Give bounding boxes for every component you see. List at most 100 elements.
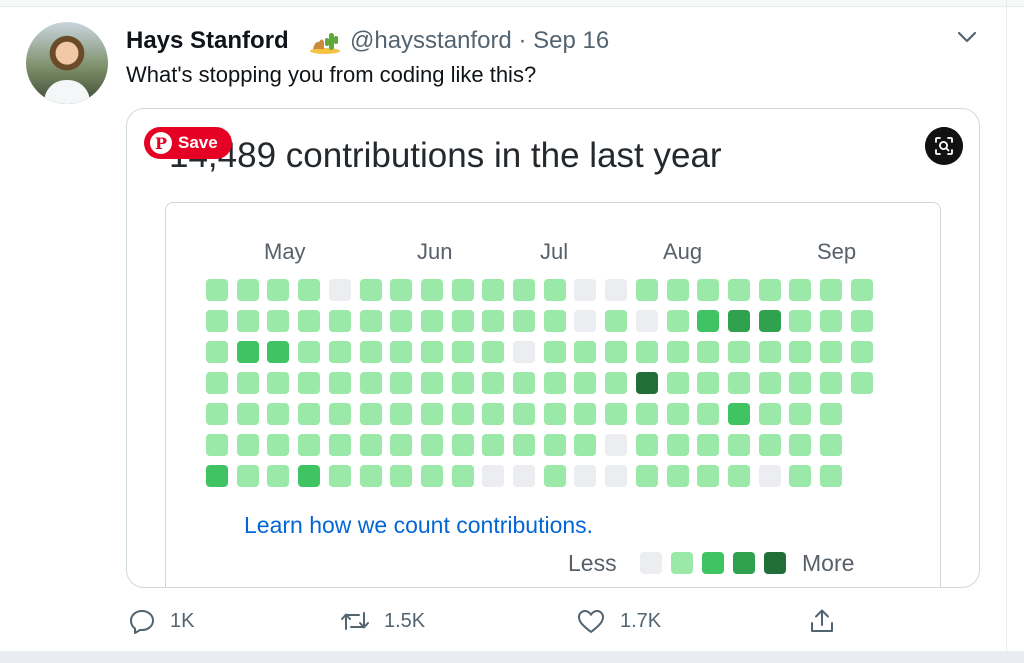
contribution-cell[interactable] bbox=[420, 341, 443, 363]
contribution-cell[interactable] bbox=[359, 310, 382, 332]
contribution-cell[interactable] bbox=[513, 434, 535, 456]
contribution-cell[interactable] bbox=[605, 434, 628, 456]
contribution-cell[interactable] bbox=[328, 279, 351, 301]
contribution-cell[interactable] bbox=[328, 434, 351, 456]
contribution-cell[interactable] bbox=[758, 372, 781, 394]
contribution-cell[interactable] bbox=[267, 341, 290, 363]
contribution-cell[interactable] bbox=[298, 434, 321, 456]
contribution-cell[interactable] bbox=[850, 341, 873, 363]
contribution-cell[interactable] bbox=[328, 403, 351, 425]
contribution-cell[interactable] bbox=[758, 279, 781, 301]
contribution-cell[interactable] bbox=[543, 372, 566, 394]
contribution-cell[interactable] bbox=[482, 465, 505, 487]
pinterest-save-button[interactable]: P Save bbox=[144, 127, 232, 159]
contribution-cell[interactable] bbox=[206, 372, 228, 394]
contribution-cell[interactable] bbox=[298, 310, 321, 332]
contribution-cell[interactable] bbox=[267, 310, 290, 332]
contribution-cell[interactable] bbox=[758, 341, 781, 363]
contribution-cell[interactable] bbox=[482, 372, 505, 394]
contribution-cell[interactable] bbox=[420, 310, 443, 332]
contribution-cell[interactable] bbox=[390, 341, 413, 363]
contribution-cell[interactable] bbox=[666, 372, 689, 394]
contribution-cell[interactable] bbox=[789, 310, 812, 332]
contribution-cell[interactable] bbox=[727, 372, 750, 394]
contribution-cell[interactable] bbox=[543, 403, 566, 425]
contribution-cell[interactable] bbox=[697, 372, 720, 394]
contribution-cell[interactable] bbox=[605, 279, 628, 301]
contribution-cell[interactable] bbox=[543, 465, 566, 487]
contribution-cell[interactable] bbox=[850, 310, 873, 332]
contribution-cell[interactable] bbox=[727, 279, 750, 301]
contribution-cell[interactable] bbox=[482, 403, 505, 425]
share-button[interactable] bbox=[808, 607, 836, 635]
contribution-cell[interactable] bbox=[605, 310, 628, 332]
contribution-cell[interactable] bbox=[635, 434, 658, 456]
contribution-cell[interactable] bbox=[451, 341, 474, 363]
contribution-cell[interactable] bbox=[359, 279, 382, 301]
contribution-cell[interactable] bbox=[451, 434, 474, 456]
contribution-cell[interactable] bbox=[605, 372, 628, 394]
contribution-cell[interactable] bbox=[420, 372, 443, 394]
contribution-cell[interactable] bbox=[298, 403, 321, 425]
chevron-down-icon[interactable] bbox=[956, 28, 978, 46]
contribution-cell[interactable] bbox=[451, 310, 474, 332]
contribution-cell[interactable] bbox=[820, 341, 842, 363]
contribution-cell[interactable] bbox=[451, 372, 474, 394]
contribution-cell[interactable] bbox=[635, 465, 658, 487]
contribution-cell[interactable] bbox=[789, 341, 812, 363]
author-name[interactable]: Hays Stanford bbox=[126, 27, 289, 54]
contribution-cell[interactable] bbox=[513, 310, 535, 332]
contribution-cell[interactable] bbox=[820, 279, 842, 301]
contribution-cell[interactable] bbox=[236, 310, 259, 332]
contribution-cell[interactable] bbox=[727, 465, 750, 487]
contribution-cell[interactable] bbox=[820, 434, 842, 456]
contribution-cell[interactable] bbox=[758, 310, 781, 332]
contribution-cell[interactable] bbox=[635, 279, 658, 301]
contribution-cell[interactable] bbox=[758, 434, 781, 456]
contribution-cell[interactable] bbox=[820, 310, 842, 332]
contribution-cell[interactable] bbox=[697, 434, 720, 456]
contribution-cell[interactable] bbox=[298, 465, 321, 487]
contribution-cell[interactable] bbox=[236, 372, 259, 394]
contribution-cell[interactable] bbox=[727, 310, 750, 332]
contribution-cell[interactable] bbox=[482, 310, 505, 332]
contribution-cell[interactable] bbox=[666, 310, 689, 332]
contribution-cell[interactable] bbox=[666, 341, 689, 363]
contribution-cell[interactable] bbox=[666, 434, 689, 456]
contribution-cell[interactable] bbox=[513, 465, 535, 487]
contribution-cell[interactable] bbox=[298, 341, 321, 363]
contribution-cell[interactable] bbox=[605, 403, 628, 425]
contribution-cell[interactable] bbox=[758, 465, 781, 487]
contribution-cell[interactable] bbox=[359, 403, 382, 425]
contribution-cell[interactable] bbox=[206, 341, 228, 363]
contribution-cell[interactable] bbox=[451, 403, 474, 425]
contribution-cell[interactable] bbox=[298, 279, 321, 301]
contribution-cell[interactable] bbox=[513, 403, 535, 425]
contribution-cell[interactable] bbox=[635, 310, 658, 332]
contribution-cell[interactable] bbox=[543, 310, 566, 332]
like-button[interactable]: 1.7K bbox=[576, 607, 661, 635]
contribution-cell[interactable] bbox=[513, 279, 535, 301]
contribution-cell[interactable] bbox=[820, 403, 842, 425]
contribution-cell[interactable] bbox=[482, 434, 505, 456]
contribution-cell[interactable] bbox=[574, 279, 597, 301]
contribution-cell[interactable] bbox=[390, 465, 413, 487]
contribution-cell[interactable] bbox=[420, 279, 443, 301]
contribution-cell[interactable] bbox=[697, 310, 720, 332]
contribution-cell[interactable] bbox=[390, 403, 413, 425]
contribution-cell[interactable] bbox=[267, 465, 290, 487]
contribution-cell[interactable] bbox=[666, 279, 689, 301]
contribution-cell[interactable] bbox=[206, 465, 228, 487]
contribution-cell[interactable] bbox=[420, 465, 443, 487]
contribution-cell[interactable] bbox=[697, 279, 720, 301]
contribution-cell[interactable] bbox=[574, 403, 597, 425]
contribution-cell[interactable] bbox=[697, 403, 720, 425]
contribution-cell[interactable] bbox=[390, 310, 413, 332]
contribution-cell[interactable] bbox=[328, 465, 351, 487]
contribution-cell[interactable] bbox=[543, 434, 566, 456]
contribution-cell[interactable] bbox=[850, 372, 873, 394]
contribution-cell[interactable] bbox=[727, 434, 750, 456]
contribution-cell[interactable] bbox=[697, 465, 720, 487]
learn-contributions-link[interactable]: Learn how we count contributions. bbox=[244, 512, 594, 538]
avatar[interactable] bbox=[26, 22, 108, 104]
